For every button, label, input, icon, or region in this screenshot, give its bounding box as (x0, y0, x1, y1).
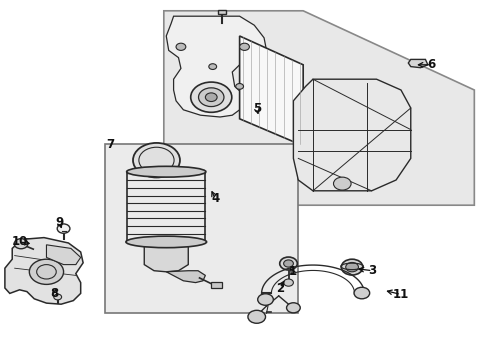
Text: 7: 7 (106, 138, 114, 150)
Circle shape (283, 279, 293, 286)
Ellipse shape (126, 236, 206, 248)
Text: 6: 6 (427, 58, 434, 71)
Polygon shape (46, 245, 81, 265)
Circle shape (29, 259, 63, 284)
Text: 5: 5 (252, 102, 260, 115)
Circle shape (333, 177, 350, 190)
Text: 10: 10 (11, 235, 28, 248)
Circle shape (286, 303, 300, 313)
Text: 9: 9 (56, 216, 63, 229)
Text: 2: 2 (275, 282, 283, 294)
Circle shape (208, 64, 216, 69)
Polygon shape (239, 36, 303, 146)
Text: 11: 11 (392, 288, 408, 301)
Circle shape (54, 294, 61, 300)
Circle shape (341, 259, 362, 275)
Circle shape (283, 260, 293, 267)
Polygon shape (163, 11, 473, 205)
Bar (105, 144, 298, 313)
Circle shape (239, 43, 249, 50)
Circle shape (345, 262, 358, 272)
Bar (211, 282, 222, 288)
Text: 4: 4 (211, 192, 219, 205)
Polygon shape (166, 271, 205, 283)
Circle shape (279, 257, 297, 270)
Circle shape (198, 88, 224, 107)
Circle shape (176, 43, 185, 50)
Circle shape (235, 84, 243, 89)
Polygon shape (144, 242, 188, 272)
Bar (217, 10, 226, 14)
Polygon shape (407, 59, 427, 68)
Circle shape (247, 310, 265, 323)
Text: 3: 3 (368, 264, 376, 277)
Circle shape (205, 93, 217, 102)
Circle shape (57, 224, 70, 233)
Polygon shape (5, 238, 83, 304)
Circle shape (190, 82, 231, 112)
Text: 1: 1 (288, 265, 296, 278)
Polygon shape (293, 79, 410, 191)
Text: 8: 8 (51, 287, 59, 300)
Circle shape (353, 287, 369, 299)
Circle shape (14, 239, 28, 249)
Polygon shape (166, 16, 266, 117)
Circle shape (257, 294, 273, 305)
Circle shape (133, 143, 180, 177)
Ellipse shape (126, 166, 205, 177)
